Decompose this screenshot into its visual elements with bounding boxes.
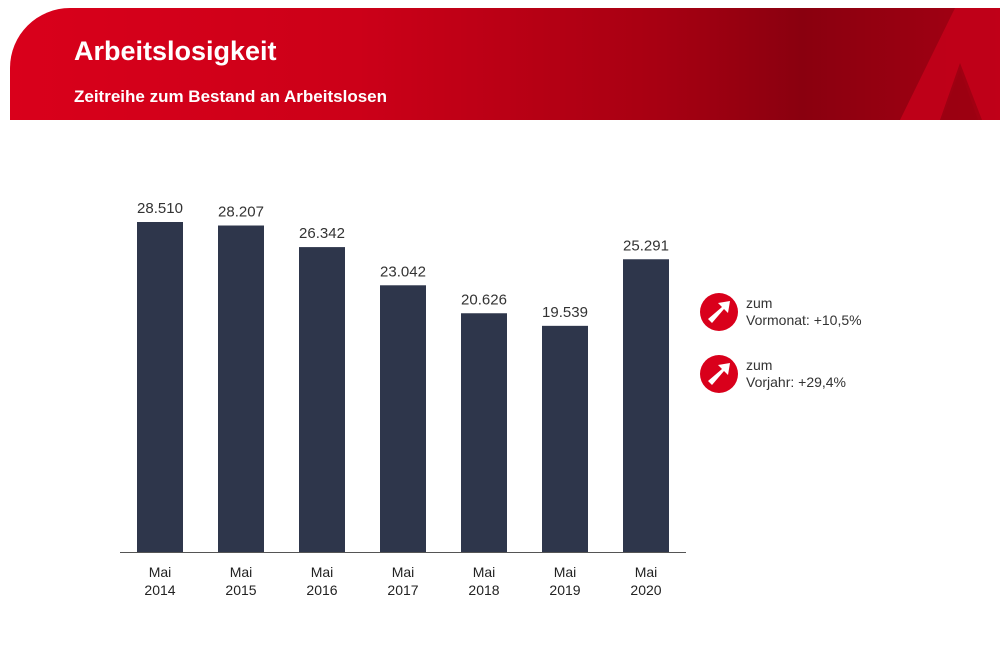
agency-logo-icon <box>900 8 1000 120</box>
page-title: Arbeitslosigkeit <box>74 36 277 66</box>
indicator-value: Vorjahr: +29,4% <box>746 374 847 390</box>
bar <box>137 222 183 552</box>
bar <box>299 247 345 552</box>
x-tick-label: Mai <box>149 564 172 580</box>
data-label: 26.342 <box>299 225 345 242</box>
header-banner: Arbeitslosigkeit Zeitreihe zum Bestand a… <box>10 8 1000 120</box>
x-tick-label: Mai <box>554 564 577 580</box>
x-tick-label: 2015 <box>225 582 256 598</box>
x-tick-label: 2018 <box>468 582 499 598</box>
indicator-label: zum <box>746 295 773 311</box>
arrow-up-right-icon <box>700 355 738 393</box>
bar <box>542 325 588 552</box>
indicator-label: zum <box>746 357 773 373</box>
x-tick-label: Mai <box>473 564 496 580</box>
bar <box>461 313 507 552</box>
x-tick-label: Mai <box>392 564 415 580</box>
indicator-vormonat: zum Vormonat: +10,5% <box>700 293 862 331</box>
x-tick-label: Mai <box>311 564 334 580</box>
bar <box>623 259 669 552</box>
x-tick-label: 2020 <box>630 582 661 598</box>
data-label: 23.042 <box>380 263 426 280</box>
x-tick-label: Mai <box>635 564 658 580</box>
bar <box>218 225 264 552</box>
data-label: 25.291 <box>623 237 669 254</box>
indicator-value: Vormonat: +10,5% <box>746 312 862 328</box>
bar <box>380 285 426 552</box>
page-subtitle: Zeitreihe zum Bestand an Arbeitslosen <box>74 87 387 106</box>
data-label: 19.539 <box>542 304 588 321</box>
data-label: 20.626 <box>461 291 507 308</box>
data-label: 28.510 <box>137 200 183 217</box>
arrow-up-right-icon <box>700 293 738 331</box>
indicator-vorjahr: zum Vorjahr: +29,4% <box>700 355 846 393</box>
data-label: 28.207 <box>218 204 264 221</box>
x-tick-label: 2016 <box>306 582 337 598</box>
x-tick-label: 2019 <box>549 582 580 598</box>
x-tick-label: 2014 <box>144 582 175 598</box>
x-tick-label: 2017 <box>387 582 418 598</box>
x-tick-label: Mai <box>230 564 253 580</box>
